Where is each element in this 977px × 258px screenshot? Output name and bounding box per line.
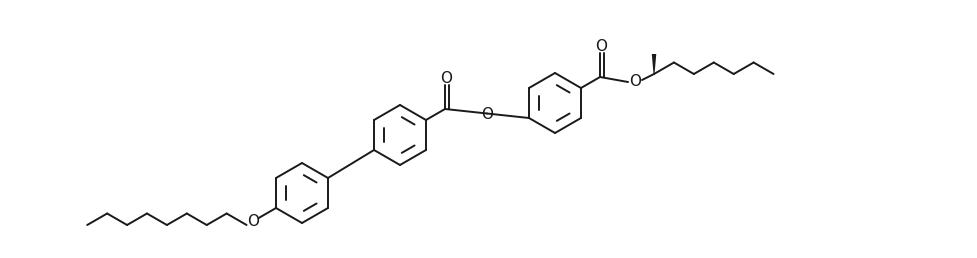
Text: O: O: [481, 107, 492, 122]
Text: O: O: [246, 214, 258, 229]
Text: O: O: [440, 70, 452, 85]
Text: O: O: [595, 38, 607, 53]
Polygon shape: [651, 54, 656, 74]
Text: O: O: [628, 74, 640, 88]
